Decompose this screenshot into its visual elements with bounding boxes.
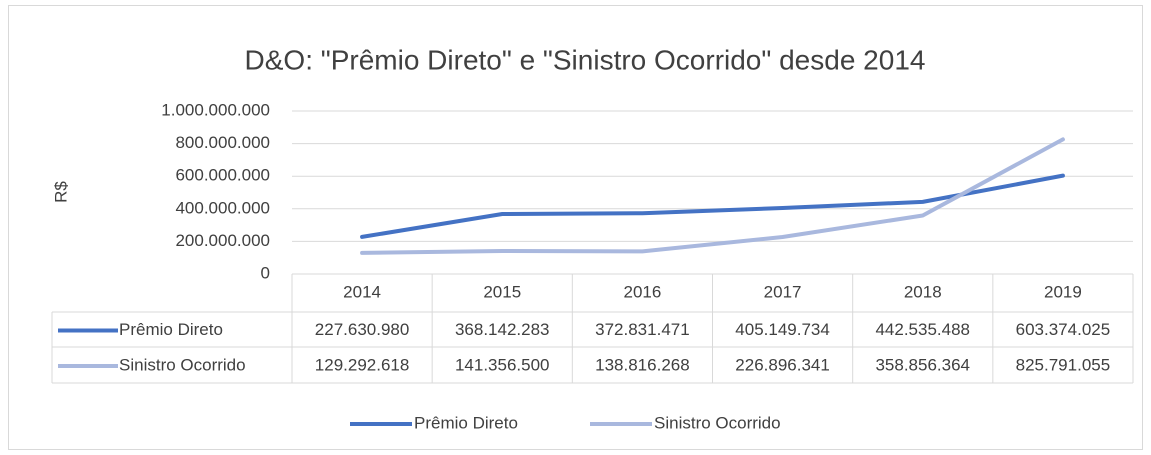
legend-label: Sinistro Ocorrido [654,413,781,432]
y-tick-label: 1.000.000.000 [161,100,270,119]
x-tick-label: 2016 [624,282,662,301]
y-tick-label: 600.000.000 [175,166,270,185]
x-tick-label: 2015 [483,282,521,301]
table-cell: 405.149.734 [735,320,830,339]
y-tick-label: 200.000.000 [175,231,270,250]
table-cell: 368.142.283 [455,320,550,339]
y-tick-label: 800.000.000 [175,133,270,152]
x-tick-label: 2017 [764,282,802,301]
chart-title: D&O: "Prêmio Direto" e "Sinistro Ocorrid… [245,44,926,75]
line-series [360,173,1065,239]
table-cell: 603.374.025 [1016,320,1111,339]
table-cell: 358.856.364 [875,355,970,374]
table-cell: 141.356.500 [455,355,550,374]
chart-border [8,5,1143,450]
x-tick-label: 2014 [343,282,381,301]
table-cell: 442.535.488 [875,320,970,339]
table-row-label: Sinistro Ocorrido [119,355,246,374]
table-cell: 372.831.471 [595,320,690,339]
table-cell: 825.791.055 [1016,355,1111,374]
line-series [360,137,1065,255]
table-row-label: Prêmio Direto [119,320,223,339]
x-tick-label: 2019 [1044,282,1082,301]
x-tick-label: 2018 [904,282,942,301]
table-cell: 226.896.341 [735,355,830,374]
y-axis-label: R$ [51,181,70,203]
table-cell: 129.292.618 [315,355,410,374]
table-cell: 227.630.980 [315,320,410,339]
table-cell: 138.816.268 [595,355,690,374]
y-tick-label: 400.000.000 [175,198,270,217]
legend-label: Prêmio Direto [414,413,518,432]
y-tick-label: 0 [261,263,270,282]
